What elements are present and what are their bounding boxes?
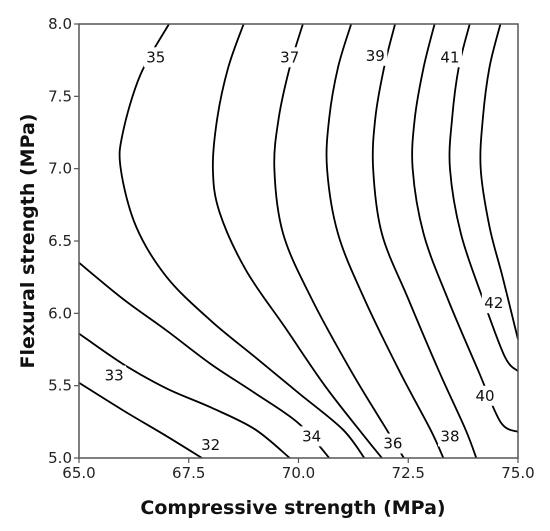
contour-line-32 [78,382,203,459]
contour-label-bg-36 [380,433,405,454]
contour-label-bg-40 [473,385,498,406]
contour-line-40 [411,23,519,433]
contour-line-36 [211,23,383,459]
contour-label-37: 37 [280,48,299,66]
contour-labels: 32 33 34 35 36 37 38 39 40 41 42 [102,45,506,455]
contour-label-bg-35 [143,47,168,68]
contour-line-42 [479,23,519,340]
contour-label-bg-38 [437,426,462,447]
contour-label-bg-39 [363,45,388,66]
contour-line-39 [371,23,478,459]
y-tick-label: 5.5 [48,377,72,395]
contour-line-35 [118,23,366,459]
x-tick-label: 65.0 [62,464,95,482]
axis-ticks: 65.0 67.5 70.0 72.5 75.0 5.0 5.5 6.0 6.5 7.0 7.5 8.… [48,15,535,482]
x-tick-label: 75.0 [501,464,534,482]
contour-label-36: 36 [383,435,402,453]
x-tick-label: 72.5 [392,464,425,482]
y-tick-label: 8.0 [48,15,72,33]
contour-label-39: 39 [366,47,385,65]
contour-label-42: 42 [484,294,503,312]
contour-label-40: 40 [476,387,495,405]
contour-line-33 [78,332,291,459]
contour-label-35: 35 [146,48,165,66]
contour-line-37 [273,23,405,459]
contour-label-33: 33 [105,367,124,385]
contour-line-34 [78,262,330,459]
contour-label-32: 32 [201,436,220,454]
y-tick-label: 5.0 [48,449,72,467]
contour-label-bg-42 [481,293,506,314]
contour-label-bg-32 [198,434,223,455]
y-tick-label: 7.0 [48,160,72,178]
contour-line-41 [448,23,519,372]
contour-label-34: 34 [302,427,321,445]
contour-label-38: 38 [440,427,459,445]
contour-label-bg-41 [437,47,462,68]
contour-lines [78,23,519,459]
y-tick-label: 6.5 [48,232,72,250]
contour-label-bg-34 [299,426,324,447]
y-axis-title: Flexural strength (MPa) [17,114,39,369]
x-tick-label: 70.0 [282,464,315,482]
contour-label-bg-37 [277,47,302,68]
contour-label-bg-33 [102,365,127,386]
contour-line-38 [325,23,445,459]
y-tick-label: 6.0 [48,304,72,322]
y-tick-label: 7.5 [48,87,72,105]
contour-label-41: 41 [440,48,459,66]
x-axis-title: Compressive strength (MPa) [140,497,445,519]
x-tick-label: 67.5 [172,464,205,482]
